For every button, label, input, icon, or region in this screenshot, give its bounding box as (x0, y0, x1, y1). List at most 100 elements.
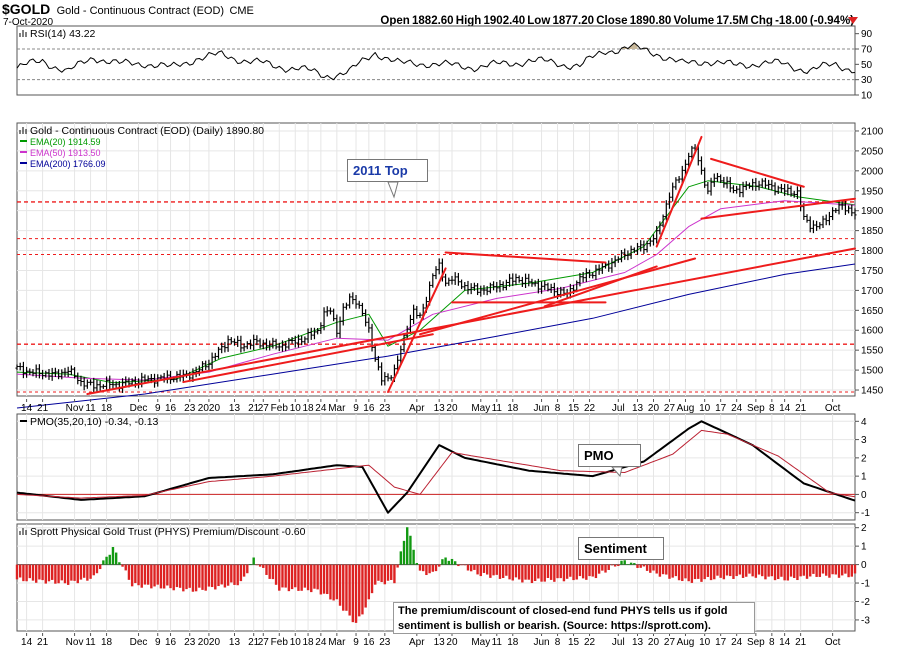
x-tick-label: 14 (779, 637, 791, 648)
x-tick-label: 23 (184, 637, 196, 648)
x-tick-label: 16 (363, 637, 375, 648)
x-tick-label: 8 (769, 403, 775, 414)
sentiment-bar (847, 564, 850, 578)
sentiment-bar (220, 564, 223, 585)
rsi-title: RSI(14) 43.22 (30, 28, 96, 40)
price-bar (655, 225, 659, 244)
x-tick-label: 9 (353, 637, 359, 648)
sentiment-bar (169, 564, 172, 589)
sentiment-bar (130, 564, 134, 587)
price-bar (815, 220, 819, 231)
y-tick-label: 10 (861, 91, 873, 102)
sentiment-bar (745, 564, 748, 577)
sentiment-bar (479, 564, 482, 577)
price-bar (31, 369, 35, 377)
price-bar (741, 181, 745, 198)
sentiment-bar (777, 564, 780, 580)
price-bar (351, 292, 355, 305)
price-bar (34, 364, 38, 378)
price-bar (642, 240, 646, 254)
price-bar (223, 341, 227, 353)
sentiment-bar (556, 564, 559, 579)
price-bar (383, 372, 387, 386)
x-tick-label: Apr (409, 403, 425, 414)
sentiment-bar (364, 564, 367, 608)
sentiment-bar (425, 564, 428, 576)
sentiment-bar (498, 564, 502, 579)
sentiment-bar (76, 564, 79, 584)
x-tick-label: Sep (747, 403, 765, 414)
sentiment-bar (530, 564, 534, 584)
x-tick-label: 2020 (198, 637, 221, 648)
sentiment-bar (578, 564, 582, 577)
sentiment-bar (57, 564, 60, 584)
sentiment-bar (786, 564, 790, 581)
ema200-line (16, 263, 856, 409)
price-bar (309, 327, 313, 340)
price-bar (639, 240, 643, 252)
price-bar (507, 273, 512, 287)
sentiment-bar (15, 564, 19, 580)
sentiment-bar (322, 564, 326, 594)
price-bar (348, 293, 352, 309)
sentiment-bar (613, 564, 617, 567)
sentiment-bar (716, 564, 719, 576)
x-tick-label: 24 (315, 403, 327, 414)
sentiment-bar (127, 564, 131, 580)
x-tick-label: 27 (664, 637, 676, 648)
sentiment-bar (537, 564, 540, 579)
sentiment-bar (818, 564, 822, 577)
sentiment-bar (655, 564, 658, 574)
collapse-icon[interactable] (848, 17, 858, 25)
sentiment-bar (210, 564, 214, 588)
sentiment-bar (303, 564, 307, 588)
price-bar (316, 328, 320, 335)
y-tick-label: 1700 (861, 286, 884, 297)
rsi-line (16, 42, 856, 81)
sentiment-bar (265, 564, 268, 575)
price-bar (389, 375, 393, 381)
sentiment-bar (294, 564, 297, 588)
sentiment-bar (198, 564, 201, 588)
price-bar (28, 368, 32, 375)
price-bar (763, 177, 768, 189)
price-bar (239, 335, 243, 353)
sentiment-bar (489, 564, 492, 578)
price-bar (591, 272, 595, 279)
sentiment-bar (783, 564, 786, 581)
sentiment-bar (111, 547, 115, 565)
price-bar (255, 335, 259, 346)
price-bar (533, 280, 537, 287)
sentiment-bar (367, 564, 371, 600)
price-bar (322, 307, 326, 331)
sentiment-bar (761, 564, 764, 577)
price-bar (108, 375, 112, 390)
price-bar (412, 304, 416, 325)
x-tick-label: Feb (271, 637, 289, 648)
x-tick-label: 21 (248, 403, 260, 414)
price-bar (818, 222, 822, 230)
sentiment-bar (415, 563, 419, 565)
sentiment-bar (527, 564, 530, 580)
price-bar (552, 282, 556, 297)
price-bar (667, 192, 672, 209)
price-bar (367, 317, 371, 333)
sentiment-bar (230, 564, 233, 583)
price-bar (88, 379, 93, 386)
sentiment-bar (594, 564, 598, 579)
exchange-name: CME (229, 5, 254, 17)
price-bar (408, 314, 413, 334)
sentiment-bar (63, 564, 67, 584)
sentiment-bar (729, 564, 732, 577)
sentiment-bar (89, 564, 92, 579)
price-bar (706, 181, 710, 195)
x-tick-label: 16 (363, 403, 375, 414)
price-bar (597, 264, 601, 275)
price-bar (760, 178, 764, 188)
x-tick-label: 18 (101, 403, 113, 414)
price-bar (783, 183, 787, 196)
rsi-panel-frame (16, 25, 856, 96)
sentiment-bar (310, 564, 313, 593)
sentiment-bar (517, 564, 521, 580)
sentiment-bar (601, 564, 604, 571)
